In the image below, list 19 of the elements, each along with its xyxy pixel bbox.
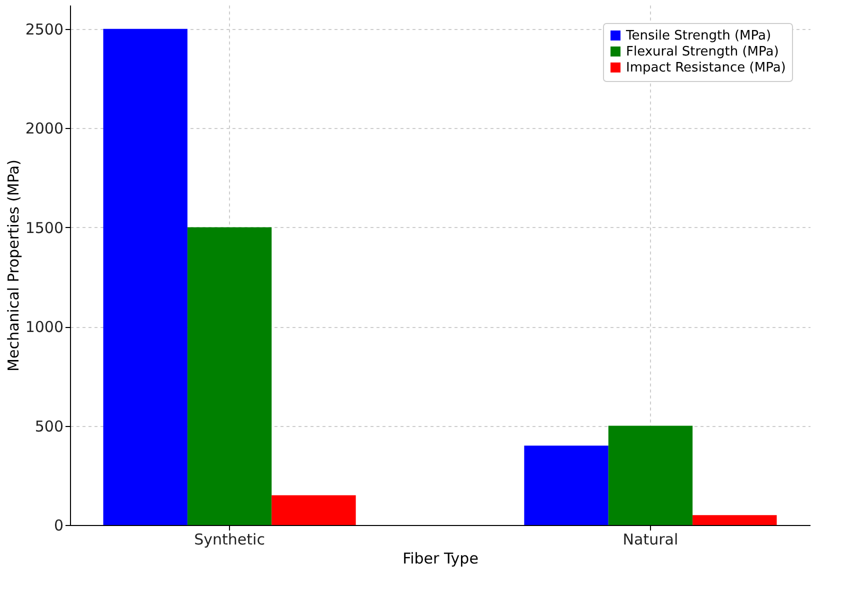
y-tick-label: 0 — [54, 516, 64, 534]
y-tick-label: 2500 — [25, 20, 64, 38]
x-tick-label: Natural — [622, 530, 678, 548]
bar — [608, 426, 693, 525]
bar — [692, 515, 777, 525]
legend-label: Tensile Strength (MPa) — [625, 28, 772, 44]
legend-label: Flexural Strength (MPa) — [626, 44, 779, 60]
bar — [103, 28, 188, 525]
bar — [524, 446, 608, 525]
legend-label: Impact Resistance (MPa) — [626, 60, 786, 76]
y-tick-label: 1500 — [25, 218, 64, 237]
x-axis-title: Fiber Type — [402, 550, 478, 568]
y-tick-label: 2000 — [25, 120, 64, 138]
y-tick-label: 1000 — [25, 318, 64, 336]
x-tick-label: Synthetic — [194, 530, 265, 548]
y-tick-label: 500 — [34, 417, 64, 436]
y-axis-title: Mechanical Properties (MPa) — [4, 160, 22, 372]
bar — [187, 227, 272, 525]
bar — [272, 495, 356, 525]
